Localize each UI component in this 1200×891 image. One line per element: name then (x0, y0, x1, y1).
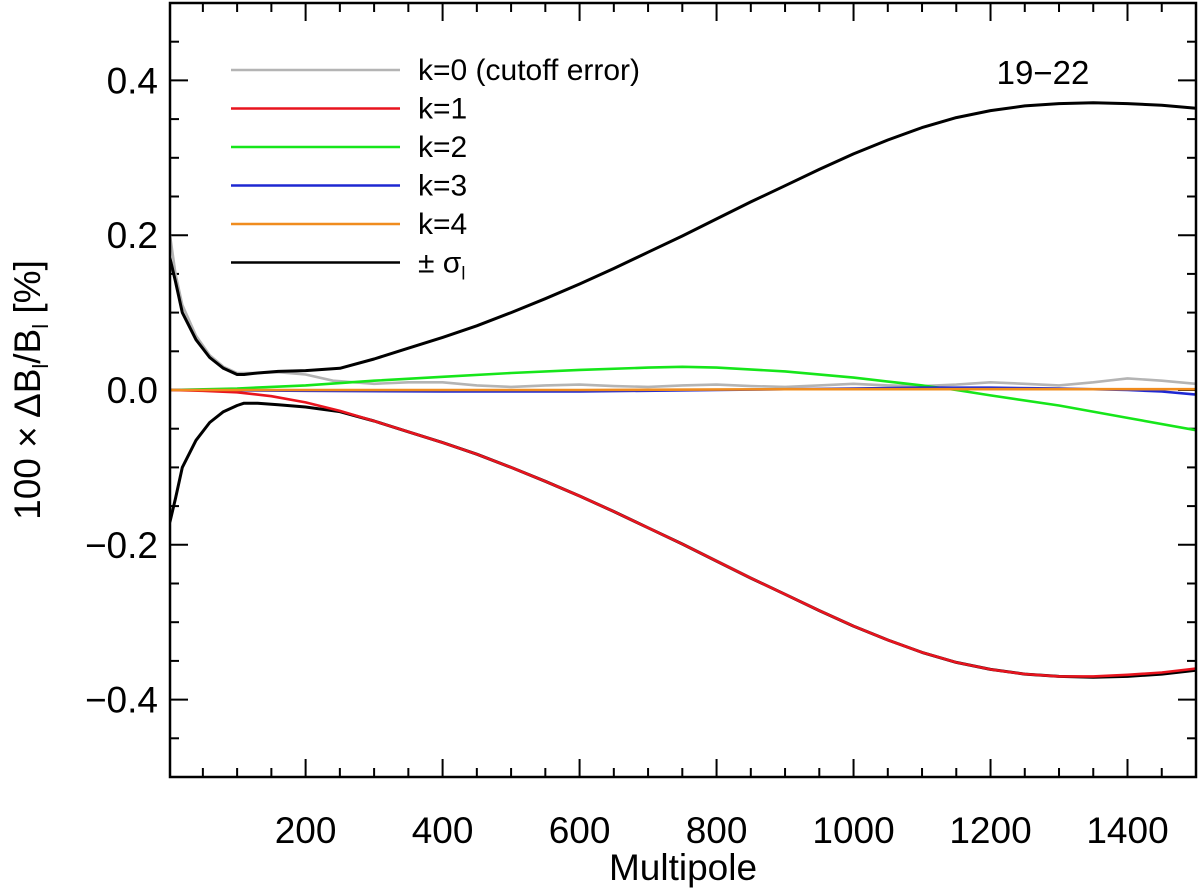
y-axis-title-suffix: [%] (7, 260, 48, 324)
x-tick-label: 400 (412, 810, 474, 851)
y-axis-title-sub1: l (28, 364, 53, 369)
series-line-k-2 (170, 365, 1196, 432)
minor-ticks (170, 3, 1196, 777)
x-tick-label: 200 (275, 810, 337, 851)
series-line-minus-sigma (170, 401, 1196, 679)
series-line-k-4 (170, 387, 1196, 392)
x-tick-label: 600 (549, 810, 611, 851)
y-tick-label: 0.0 (107, 370, 158, 411)
legend-label: k=3 (418, 170, 467, 203)
series-line-k-1 (170, 388, 1196, 678)
legend-label: ± σl (418, 247, 465, 284)
legend-label: k=2 (418, 131, 467, 164)
y-tick-label: −0.4 (85, 680, 158, 721)
y-axis-title-sub2: l (28, 324, 53, 329)
y-tick-labels: −0.4 −0.2 0.0 0.2 0.4 (85, 60, 158, 720)
series-group (170, 101, 1196, 679)
y-tick-label: 0.4 (107, 60, 158, 101)
x-tick-label: 800 (686, 810, 748, 851)
x-tick-label: 1400 (1086, 810, 1168, 851)
y-axis-title: 100 × ΔBl/Bl [%] (7, 260, 53, 520)
y-tick-label: 0.2 (107, 215, 158, 256)
series-line-k-0-cutoff-error (170, 233, 1196, 389)
y-axis-title-prefix: 100 × ΔB (7, 369, 48, 520)
legend-label: k=1 (418, 93, 467, 126)
series-line-plus-sigma (170, 101, 1196, 376)
legend-label: k=0 (cutoff error) (418, 54, 640, 87)
legend: k=0 (cutoff error) k=1 k=2 k=3 k=4 ± σl (231, 54, 640, 284)
plot-frame (168, 1, 1198, 779)
x-axis-title: Multipole (609, 847, 757, 888)
legend-label: k=4 (418, 208, 467, 241)
panel-annotation: 19−22 (997, 54, 1090, 91)
x-tick-label: 1200 (949, 810, 1031, 851)
x-tick-label: 1000 (812, 810, 894, 851)
y-tick-label: −0.2 (85, 525, 158, 566)
x-tick-labels: 200 400 600 800 1000 1200 1400 (275, 810, 1169, 851)
y-axis-title-mid: /B (7, 329, 48, 364)
